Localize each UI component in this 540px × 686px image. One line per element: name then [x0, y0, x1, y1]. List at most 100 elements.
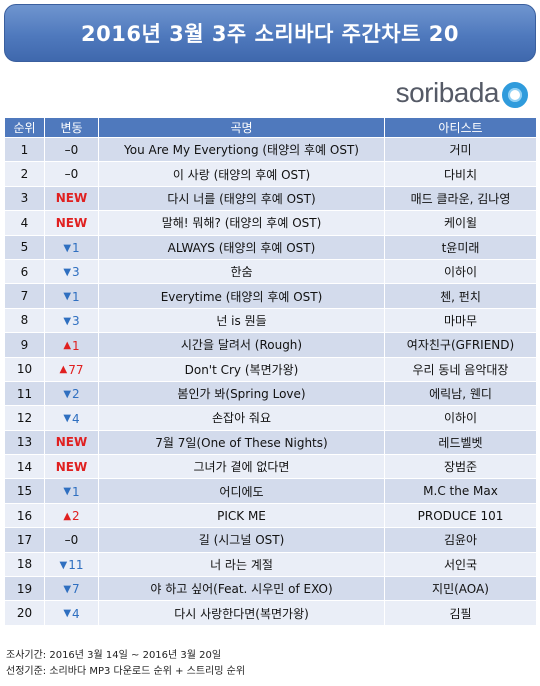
rank-cell: 2 — [4, 161, 45, 187]
rank-cell: 5 — [4, 234, 45, 260]
rank-cell: 15 — [4, 478, 45, 504]
change-cell: ▲ 1 — [44, 332, 99, 358]
rank-cell: 11 — [4, 380, 45, 407]
table-row: 13 NEW 7월 7일(One of These Nights) 레드벨벳 — [4, 429, 537, 456]
rank-cell: 20 — [4, 600, 45, 626]
song-cell: 시간을 달려서 (Rough) — [98, 332, 385, 358]
table-row: 1 –0 You Are My Everytiong (태양의 후예 OST) 거미 — [4, 136, 537, 163]
artist-cell: 우리 동네 음악대장 — [384, 356, 537, 382]
change-cell: ▼ 1 — [44, 283, 99, 309]
change-cell: ▼ 1 — [44, 478, 99, 504]
change-cell: NEW — [44, 429, 99, 456]
song-cell: 7월 7일(One of These Nights) — [98, 429, 385, 456]
song-cell: Everytime (태양의 후예 OST) — [98, 283, 385, 309]
rank-cell: 3 — [4, 185, 45, 212]
change-value: NEW — [55, 215, 88, 230]
artist-cell: 에릭남, 웬디 — [384, 380, 537, 407]
table-row: 7 ▼ 1 Everytime (태양의 후예 OST) 첸, 펀치 — [4, 283, 537, 309]
change-value: 7 — [72, 582, 80, 597]
rank-cell: 12 — [4, 405, 45, 431]
artist-cell: 서인국 — [384, 551, 537, 578]
change-value: 2 — [72, 509, 80, 524]
table-row: 8 ▼ 3 넌 is 뭔들 마마무 — [4, 307, 537, 334]
artist-cell: PRODUCE 101 — [384, 502, 537, 529]
rank-cell: 10 — [4, 356, 45, 382]
table-row: 12 ▼ 4 손잡아 줘요 이하이 — [4, 405, 537, 431]
change-indicator: ▼ 1 — [63, 241, 79, 255]
change-value: 4 — [72, 411, 80, 426]
up-arrow-icon: ▲ — [63, 510, 72, 522]
rank-cell: 17 — [4, 527, 45, 553]
artist-cell: 김윤아 — [384, 527, 537, 553]
artist-cell: 김필 — [384, 600, 537, 626]
down-arrow-icon: ▼ — [63, 413, 72, 425]
title-bar: 2016년 3월 3주 소리바다 주간차트 20 — [4, 4, 536, 62]
survey-period: 조사기간: 2016년 3월 14일 ~ 2016년 3월 20일 — [6, 650, 222, 661]
change-cell: –0 — [44, 161, 99, 187]
chart-table: 순위 변동 곡명 아티스트 1 –0 You Are My Everytiong (… — [4, 117, 537, 626]
rank-cell: 6 — [4, 258, 45, 285]
rank-cell: 18 — [4, 551, 45, 578]
change-indicator: ▲ 77 — [60, 363, 84, 377]
artist-cell: 매드 클라운, 김나영 — [384, 185, 537, 212]
chart-body: 1 –0 You Are My Everytiong (태양의 후예 OST) 거미 2… — [4, 136, 537, 626]
artist-cell: 이하이 — [384, 405, 537, 431]
artist-cell: 첸, 펀치 — [384, 283, 537, 309]
down-arrow-icon: ▼ — [63, 583, 72, 595]
song-cell: PICK ME — [98, 502, 385, 529]
down-arrow-icon: ▼ — [63, 315, 72, 327]
change-indicator: –0 — [65, 143, 79, 157]
change-value: –0 — [64, 167, 79, 182]
change-indicator: ▼ 11 — [60, 558, 84, 572]
change-indicator: NEW — [56, 216, 87, 230]
change-cell: –0 — [44, 527, 99, 553]
song-cell: 너 라는 계절 — [98, 551, 385, 578]
change-cell: NEW — [44, 454, 99, 480]
song-cell: 손잡아 줘요 — [98, 405, 385, 431]
soribada-logo: soribada — [396, 74, 528, 112]
artist-cell: 마마무 — [384, 307, 537, 334]
header-artist: 아티스트 — [384, 117, 537, 138]
change-indicator: ▼ 3 — [63, 314, 79, 328]
rank-cell: 9 — [4, 332, 45, 358]
change-value: 1 — [72, 338, 80, 353]
rank-cell: 4 — [4, 210, 45, 236]
song-cell: 다시 너를 (태양의 후예 OST) — [98, 185, 385, 212]
artist-cell: 여자친구(GFRIEND) — [384, 332, 537, 358]
change-indicator: ▲ 2 — [63, 509, 79, 523]
table-row: 18 ▼ 11 너 라는 계절 서인국 — [4, 551, 537, 578]
table-row: 6 ▼ 3 한숨 이하이 — [4, 258, 537, 285]
artist-cell: 케이윌 — [384, 210, 537, 236]
down-arrow-icon: ▼ — [63, 608, 72, 620]
artist-cell: M.C the Max — [384, 478, 537, 504]
change-indicator: ▼ 2 — [63, 387, 79, 401]
change-cell: ▼ 2 — [44, 380, 99, 407]
table-row: 2 –0 이 사랑 (태양의 후예 OST) 다비치 — [4, 161, 537, 187]
change-indicator: ▲ 1 — [63, 339, 79, 353]
change-indicator: NEW — [56, 435, 87, 449]
change-indicator: NEW — [56, 460, 87, 474]
song-cell: 야 하고 싶어(Feat. 시우민 of EXO) — [98, 576, 385, 602]
change-value: NEW — [55, 191, 88, 206]
change-value: 1 — [72, 241, 80, 255]
song-cell: 어디에도 — [98, 478, 385, 504]
rank-cell: 14 — [4, 454, 45, 480]
change-value: 11 — [68, 558, 84, 573]
change-cell: ▼ 1 — [44, 234, 99, 260]
rank-cell: 13 — [4, 429, 45, 456]
change-cell: ▼ 7 — [44, 576, 99, 602]
header-song: 곡명 — [98, 117, 385, 138]
down-arrow-icon: ▼ — [63, 291, 72, 303]
rank-cell: 19 — [4, 576, 45, 602]
header-change: 변동 — [44, 117, 99, 138]
logo-ring-icon — [502, 81, 528, 108]
change-value: NEW — [55, 435, 88, 450]
down-arrow-icon: ▼ — [63, 388, 72, 400]
change-value: 3 — [72, 265, 80, 280]
artist-cell: 레드벨벳 — [384, 429, 537, 456]
table-row: 14 NEW 그녀가 곁에 없다면 장범준 — [4, 454, 537, 480]
selection-criteria: 선정기준: 소리바다 MP3 다운로드 순위 + 스트리밍 순위 — [6, 666, 246, 677]
song-cell: 넌 is 뭔들 — [98, 307, 385, 334]
change-cell: ▲ 2 — [44, 502, 99, 529]
change-indicator: ▼ 1 — [63, 485, 79, 499]
